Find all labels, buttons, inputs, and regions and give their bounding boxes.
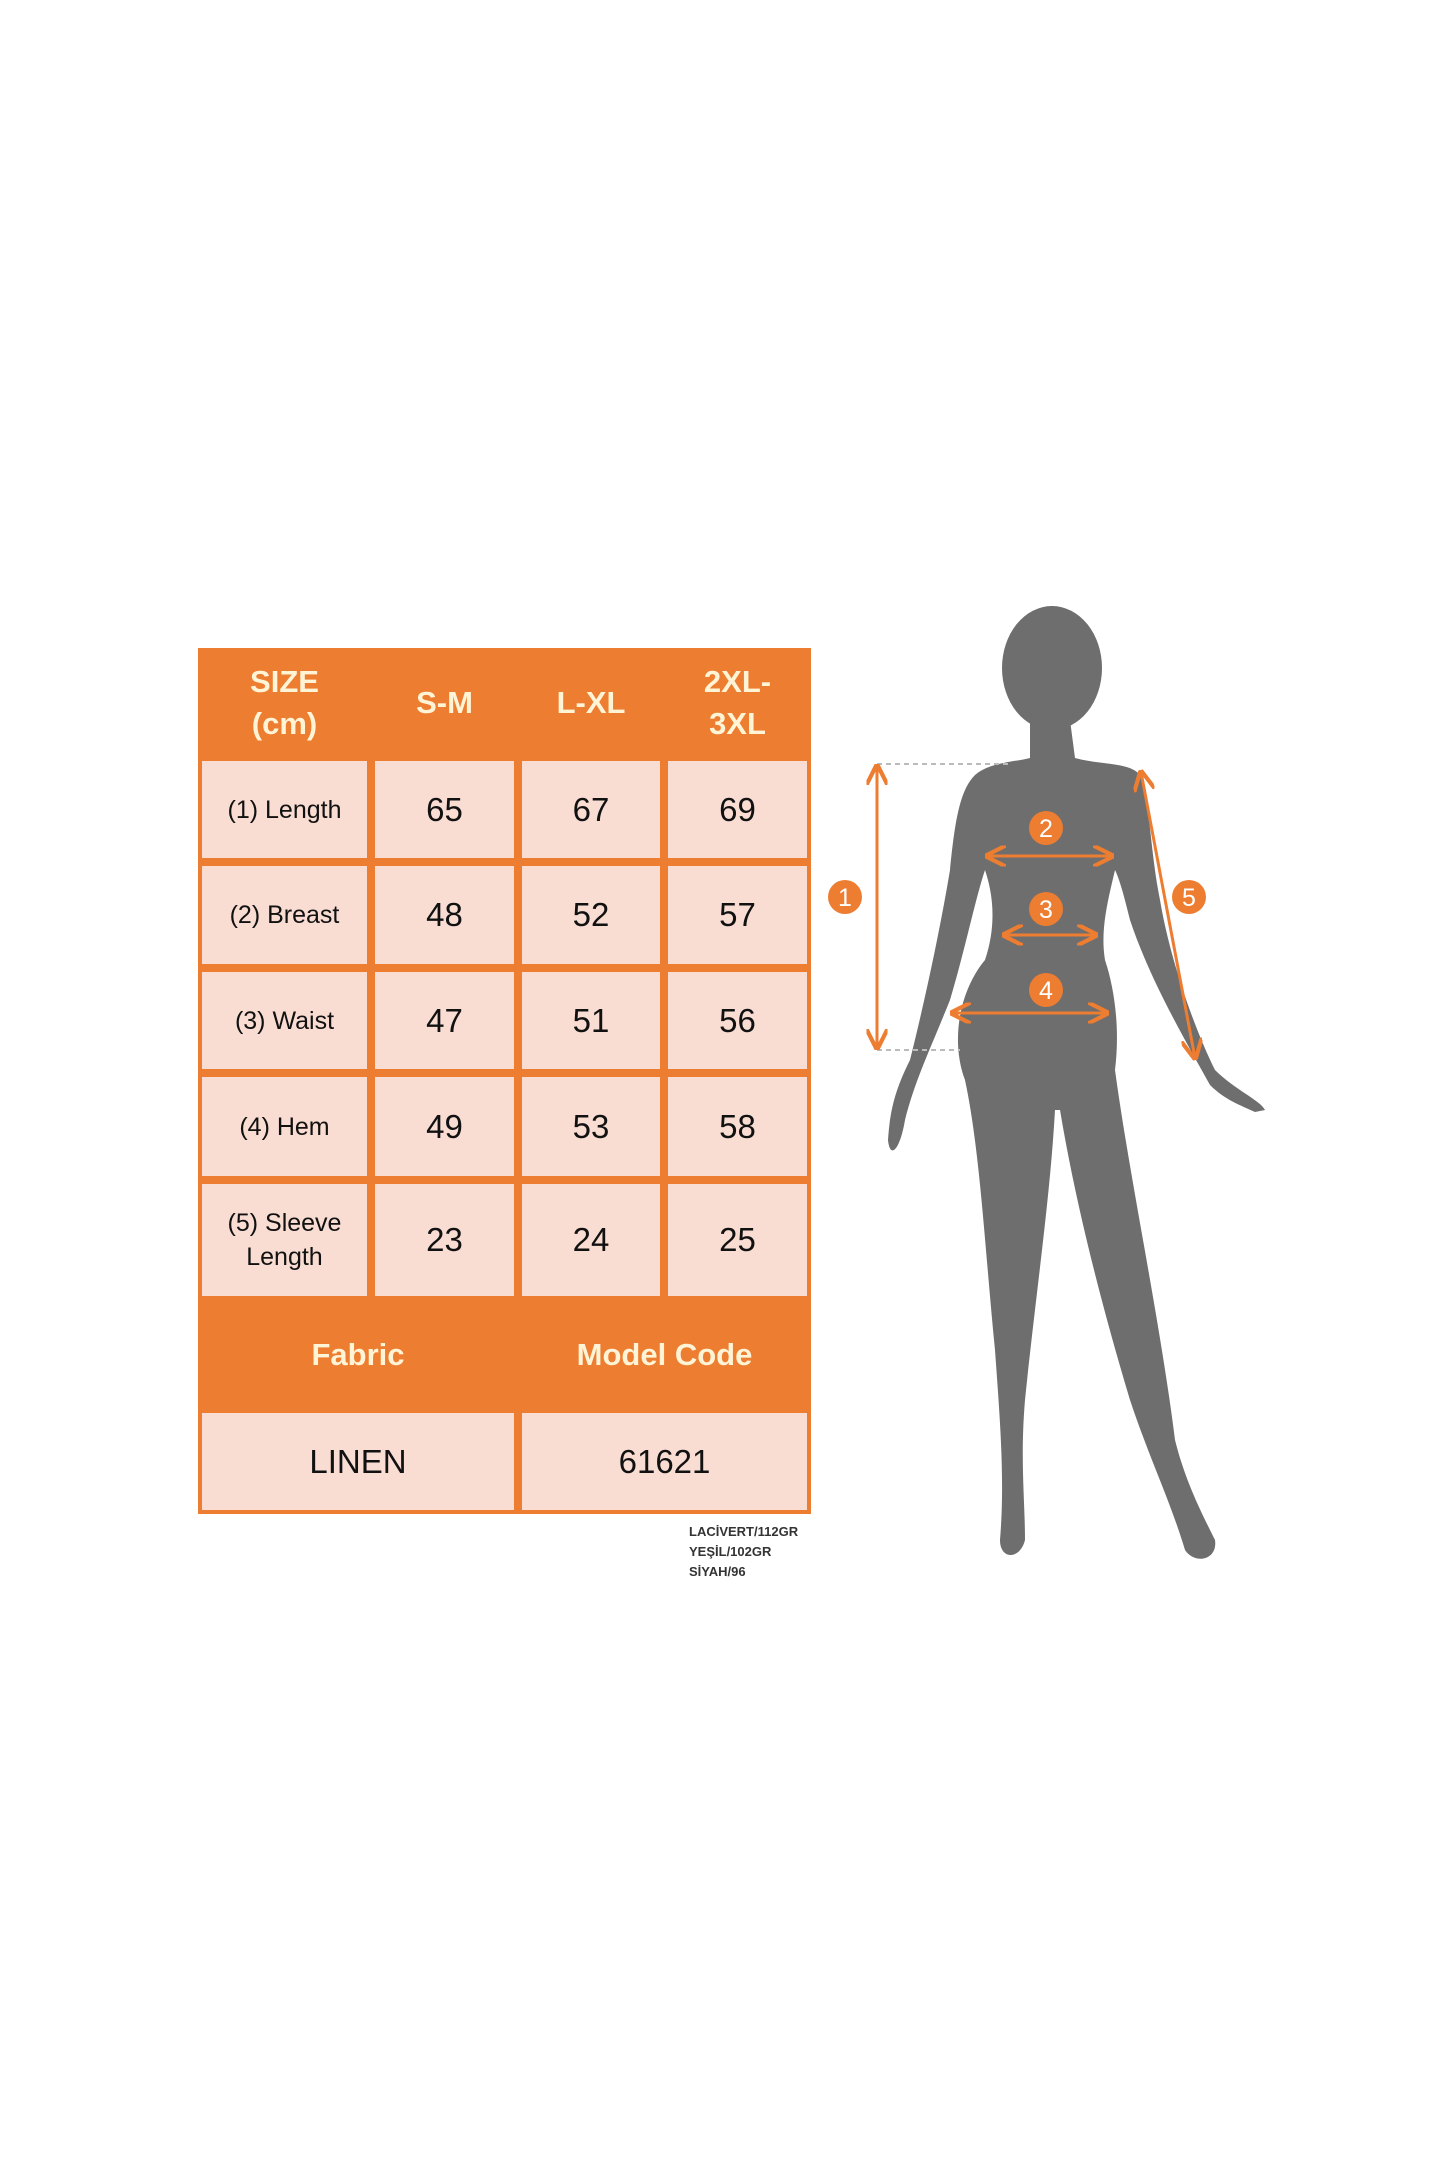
marker-number: 4 <box>1039 977 1053 1005</box>
marker-circle <box>1029 892 1063 926</box>
fabric-header: Fabric <box>311 1336 405 1372</box>
row-label: (5) Sleeve Length <box>198 1180 371 1300</box>
value-cell: 47 <box>371 968 518 1073</box>
row-label: (1) Length <box>198 757 371 862</box>
size-chart-table: SIZE (cm) S-M L-XL 2XL- 3XL (1) Length 65 67 69… <box>198 648 811 1514</box>
marker-circle <box>1172 880 1206 914</box>
marker-circle <box>828 880 862 914</box>
note-line: SİYAH/96 <box>689 1564 746 1579</box>
value-cell: 56 <box>664 968 811 1073</box>
model-code-header: Model Code <box>576 1336 753 1372</box>
model-code-value: 61621 <box>518 1409 811 1514</box>
silhouette <box>888 606 1265 1559</box>
value-cell: 53 <box>518 1073 664 1180</box>
weight-notes: LACİVERT/112GR YEŞİL/102GR SİYAH/96 <box>689 1522 798 1582</box>
note-line: YEŞİL/102GR <box>689 1544 772 1559</box>
marker-circle <box>1029 973 1063 1007</box>
row-label: (2) Breast <box>198 862 371 968</box>
marker-number: 2 <box>1039 815 1053 843</box>
value-cell: 24 <box>518 1180 664 1300</box>
header-cell: SIZE (cm) <box>250 663 319 741</box>
value-cell: 69 <box>664 757 811 862</box>
row-label: (3) Waist <box>198 968 371 1073</box>
marker-circle <box>1029 811 1063 845</box>
arrow-sleeve <box>1141 772 1195 1058</box>
value-cell: 58 <box>664 1073 811 1180</box>
value-cell: 67 <box>518 757 664 862</box>
row-label: (4) Hem <box>198 1073 371 1180</box>
value-cell: 48 <box>371 862 518 968</box>
measurement-markers: 1 2 3 4 5 <box>828 811 1206 1007</box>
header-cell: S-M <box>416 684 473 720</box>
marker-number: 3 <box>1039 896 1053 924</box>
silhouette-body <box>888 720 1265 1559</box>
value-cell: 52 <box>518 862 664 968</box>
marker-number: 5 <box>1182 884 1196 912</box>
value-cell: 49 <box>371 1073 518 1180</box>
header-cell: L-XL <box>556 684 626 720</box>
value-cell: 57 <box>664 862 811 968</box>
silhouette-head <box>1002 606 1102 730</box>
marker-number: 1 <box>838 884 852 912</box>
measurement-guides <box>877 763 1195 1058</box>
note-line: LACİVERT/112GR <box>689 1524 799 1539</box>
fabric-value: LINEN <box>198 1409 518 1514</box>
value-cell: 23 <box>371 1180 518 1300</box>
value-cell: 51 <box>518 968 664 1073</box>
value-cell: 65 <box>371 757 518 862</box>
header-cell: 2XL- 3XL <box>703 663 772 741</box>
value-cell: 25 <box>664 1180 811 1300</box>
